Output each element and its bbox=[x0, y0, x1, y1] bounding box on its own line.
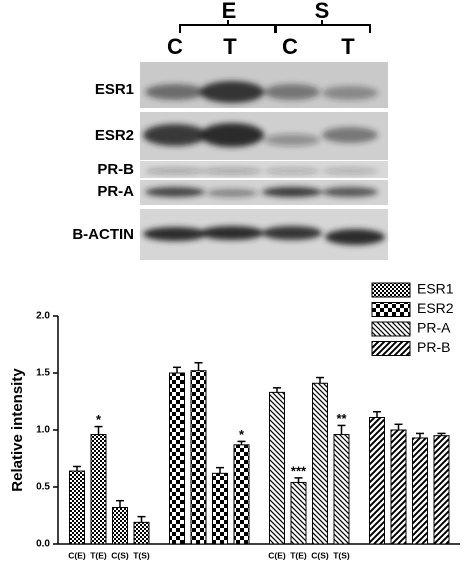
bar bbox=[390, 429, 407, 545]
row-label: PR-A bbox=[97, 183, 134, 200]
lane-label: T bbox=[341, 34, 355, 59]
x-tick-label: C(S) bbox=[311, 550, 329, 560]
blot-strip bbox=[140, 161, 388, 178]
bar bbox=[290, 481, 307, 545]
bar bbox=[190, 370, 207, 545]
lane-label: C bbox=[167, 34, 183, 59]
bands bbox=[143, 81, 385, 245]
row-label: ESR1 bbox=[95, 81, 134, 98]
legend-swatch bbox=[371, 321, 411, 337]
row-label: ESR2 bbox=[95, 127, 134, 144]
row-label: B-ACTIN bbox=[72, 226, 134, 243]
bar bbox=[69, 470, 85, 545]
legend-label: ESR1 bbox=[417, 281, 454, 297]
x-tick-label: T(E) bbox=[290, 550, 307, 560]
bar bbox=[369, 416, 385, 545]
bar bbox=[212, 472, 228, 545]
bar bbox=[433, 435, 450, 545]
x-tick-label: C(E) bbox=[268, 550, 286, 560]
x-tick-label: C(E) bbox=[68, 550, 86, 560]
y-tick-label: 1.0 bbox=[36, 425, 50, 436]
y-tick-label: 0.5 bbox=[36, 482, 50, 493]
bar bbox=[269, 391, 285, 545]
legend-label: PR-A bbox=[417, 320, 451, 336]
group-label: E bbox=[222, 0, 237, 23]
bar bbox=[233, 444, 250, 545]
bracket bbox=[179, 20, 371, 33]
bar bbox=[333, 434, 350, 545]
x-tick-label: C(S) bbox=[111, 550, 129, 560]
blot: E S C T C T ESR1 ESR2 PR-B PR-A B-ACTIN bbox=[72, 0, 388, 260]
lane-label: C bbox=[282, 34, 298, 59]
significance: ** bbox=[336, 411, 347, 426]
x-tick-label: T(S) bbox=[133, 550, 150, 560]
significance: * bbox=[239, 427, 245, 442]
lane-label: T bbox=[223, 34, 237, 59]
legend-swatch bbox=[371, 341, 411, 356]
x-tick-label: T(E) bbox=[90, 550, 107, 560]
legend-label: PR-B bbox=[417, 339, 450, 355]
bar bbox=[133, 521, 150, 545]
y-axis-label: Relative intensity bbox=[9, 368, 26, 492]
legend-label: ESR2 bbox=[417, 300, 454, 316]
legend-swatch bbox=[371, 282, 411, 298]
x-tick-label: T(S) bbox=[333, 550, 350, 560]
bar bbox=[312, 382, 328, 545]
y-tick-label: 2.0 bbox=[36, 311, 50, 322]
bar bbox=[112, 507, 128, 545]
bar bbox=[90, 434, 107, 545]
y-tick-label: 1.5 bbox=[36, 368, 50, 379]
bar bbox=[169, 372, 185, 545]
bar bbox=[412, 437, 428, 545]
significance: * bbox=[96, 412, 102, 427]
group-label: S bbox=[315, 0, 330, 23]
legend-swatch bbox=[371, 302, 411, 317]
significance: *** bbox=[291, 463, 307, 478]
y-tick-label: 0.0 bbox=[36, 539, 50, 550]
row-label: PR-B bbox=[97, 161, 134, 178]
